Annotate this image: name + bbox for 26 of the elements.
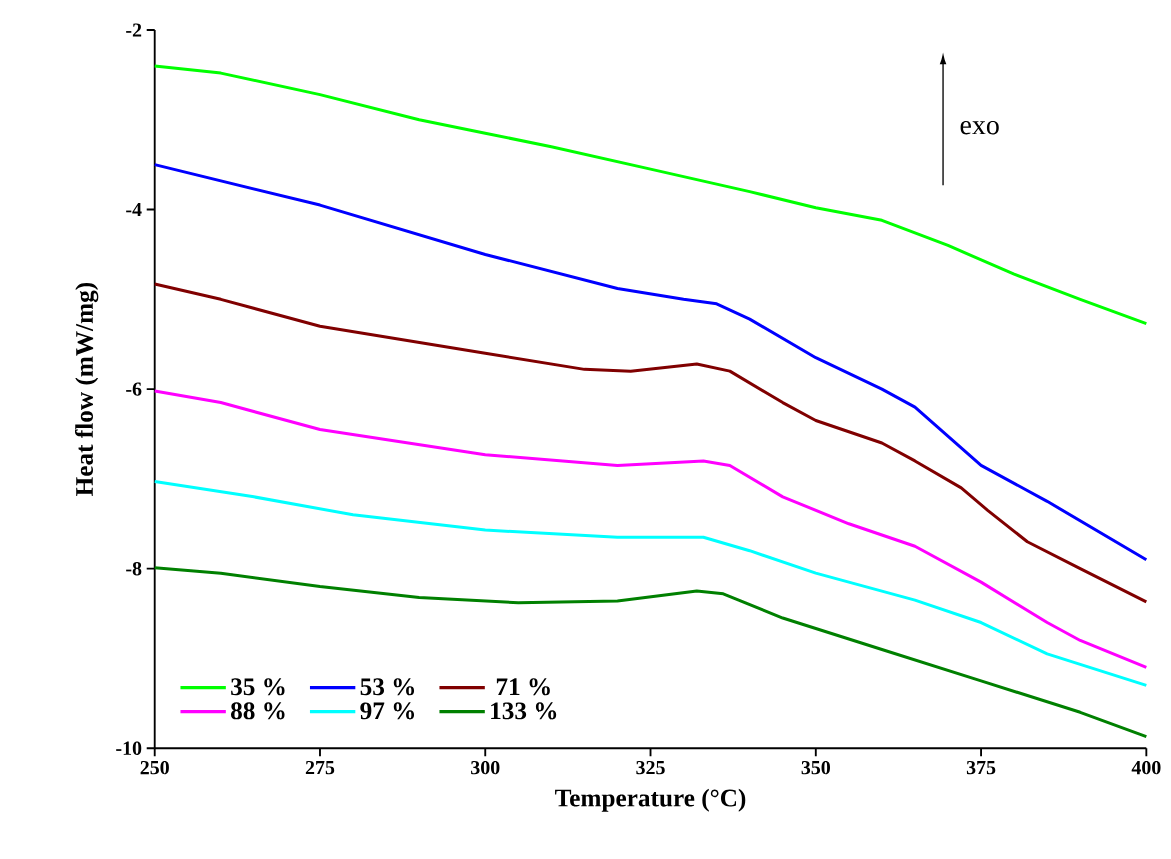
legend-label: 35 % <box>231 678 285 696</box>
annotation: exo <box>960 121 999 135</box>
legend-label: 97 % <box>360 702 415 720</box>
y-tick-label: -4 <box>126 203 142 217</box>
y-tick-label: -10 <box>116 741 142 755</box>
x-tick-label: 375 <box>966 760 996 775</box>
legend-label: 53 % <box>360 678 415 696</box>
x-tick-label: 400 <box>1131 760 1161 775</box>
x-tick-label: 300 <box>471 760 500 775</box>
x-tick-label: 275 <box>305 760 335 775</box>
line-series <box>153 389 1148 669</box>
legend-label: 88 % <box>230 702 285 720</box>
x-axis-title: Temperature (°C) <box>555 788 746 812</box>
line-series <box>153 64 1148 326</box>
legend-label: 133 % <box>491 702 557 720</box>
y-tick-label: -2 <box>126 23 142 37</box>
line-series <box>153 163 1148 562</box>
line-series <box>153 282 1148 604</box>
y-axis-title: Heat flow (mW/mg) <box>74 283 99 496</box>
x-tick-label: 325 <box>636 760 665 775</box>
x-tick-label: 350 <box>801 760 830 775</box>
legend-label: 71 % <box>496 678 550 696</box>
y-tick-label: -6 <box>126 382 142 396</box>
y-tick-label: -8 <box>126 561 142 576</box>
x-tick-label: 250 <box>140 760 169 775</box>
line-series <box>153 566 1148 739</box>
